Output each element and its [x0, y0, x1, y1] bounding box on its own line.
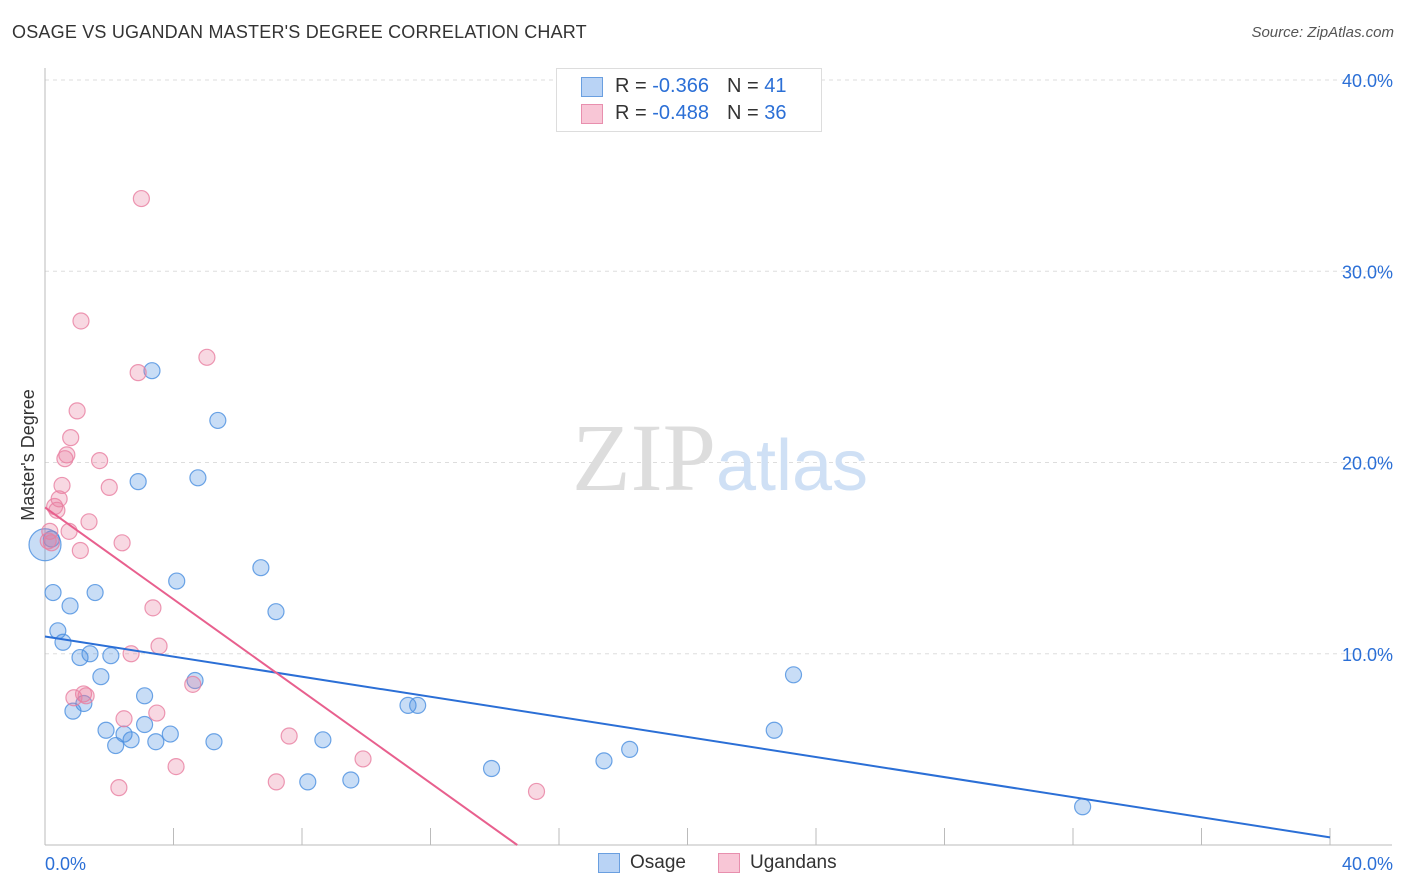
osage-point: [595, 752, 613, 770]
osage-point: [252, 559, 270, 577]
osage-point: [61, 597, 79, 615]
ugandans-point: [144, 599, 162, 617]
ugandans-trend-line: [44, 506, 518, 846]
r-value: -0.366: [652, 75, 709, 97]
osage-point: [189, 469, 207, 487]
r-label: R =: [615, 75, 647, 97]
ugandans-point: [53, 476, 71, 495]
osage-point: [784, 666, 803, 684]
n-label: N =: [726, 102, 759, 124]
stats-legend: R = -0.366 N = 41 R = -0.488 N = 36: [556, 68, 822, 132]
legend-ugandans: Ugandans: [749, 852, 837, 873]
chart-title: OSAGE VS UGANDAN MASTER'S DEGREE CORRELA…: [12, 22, 587, 42]
ugandans-point: [56, 450, 74, 468]
ugandans-point: [72, 312, 90, 330]
osage-point: [267, 603, 285, 621]
n-value: 36: [764, 102, 787, 124]
osage-point: [28, 528, 62, 562]
ugandans-point: [74, 685, 93, 703]
osage-point: [122, 731, 140, 749]
y-tick-label: 40.0%: [1342, 71, 1393, 91]
ugandans-point: [62, 429, 80, 447]
osage-point: [135, 687, 154, 705]
r-label: R =: [615, 102, 647, 124]
osage-point: [209, 411, 227, 430]
ugandans-point: [354, 750, 372, 768]
ugandans-point: [280, 727, 298, 745]
ugandans-point: [132, 189, 150, 208]
ugandans-point: [100, 478, 118, 496]
osage-point: [115, 725, 133, 743]
osage-point: [161, 725, 179, 743]
osage-point: [129, 473, 147, 491]
x-tick-label: 40.0%: [1342, 854, 1393, 874]
ugandans-point: [167, 757, 185, 776]
osage-point: [143, 362, 161, 380]
osage-point: [482, 759, 501, 778]
osage-point: [147, 733, 165, 751]
legend-row-ugandans: R = -0.488 N = 36: [581, 102, 786, 125]
y-tick-label: 10.0%: [1342, 645, 1393, 665]
y-axis-label: Master's Degree: [18, 389, 38, 520]
ugandans-point: [91, 451, 109, 470]
ugandans-point: [267, 773, 285, 791]
osage-point: [64, 702, 82, 720]
ugandans-point: [113, 534, 131, 552]
ugandans-point: [68, 402, 86, 420]
ugandans-point: [42, 534, 61, 552]
osage-point: [86, 583, 104, 602]
ugandans-point: [148, 704, 166, 722]
osage-point: [102, 647, 120, 665]
ugandans-point: [71, 541, 89, 560]
legend-row-osage: R = -0.366 N = 41: [581, 75, 786, 98]
osage-point: [92, 668, 110, 686]
ugandans-point: [527, 782, 546, 801]
osage-trend-line: [44, 635, 1331, 839]
osage-point: [409, 696, 427, 714]
osage-point: [621, 740, 639, 758]
osage-point: [135, 715, 154, 734]
y-tick-label: 30.0%: [1342, 262, 1393, 282]
osage-point: [81, 645, 99, 663]
ugandans-point: [80, 513, 98, 531]
osage-point: [399, 696, 417, 714]
osage-point: [314, 731, 332, 749]
osage-point: [54, 633, 72, 651]
series-legend: Osage Ugandans: [598, 852, 837, 874]
ugandans-point: [129, 364, 147, 382]
osage-point: [44, 583, 62, 602]
ugandans-point: [198, 348, 216, 366]
osage-swatch: [598, 853, 620, 873]
osage-point: [205, 733, 223, 751]
osage-point: [299, 773, 317, 791]
ugandans-swatch: [581, 103, 603, 124]
osage-point: [97, 721, 115, 739]
osage-point: [168, 572, 186, 590]
ugandans-point: [110, 779, 128, 797]
watermark: ZIPatlas: [572, 404, 868, 511]
osage-point: [71, 648, 89, 667]
ugandans-point: [65, 689, 83, 707]
ugandans-point: [184, 675, 202, 693]
ugandans-swatch: [717, 853, 740, 873]
n-value: 41: [764, 75, 787, 97]
y-tick-label: 20.0%: [1342, 454, 1393, 474]
legend-osage: Osage: [630, 852, 686, 873]
x-tick-label: 0.0%: [45, 854, 86, 874]
osage-point: [342, 771, 360, 789]
n-label: N =: [726, 75, 759, 97]
osage-point: [107, 736, 125, 755]
ugandans-point: [115, 710, 133, 728]
chart-source: Source: ZipAtlas.com: [1251, 24, 1394, 41]
osage-point: [765, 721, 783, 739]
osage-swatch: [581, 76, 603, 97]
osage-point: [1074, 798, 1092, 816]
r-value: -0.488: [652, 102, 709, 124]
ugandans-point: [150, 637, 168, 655]
